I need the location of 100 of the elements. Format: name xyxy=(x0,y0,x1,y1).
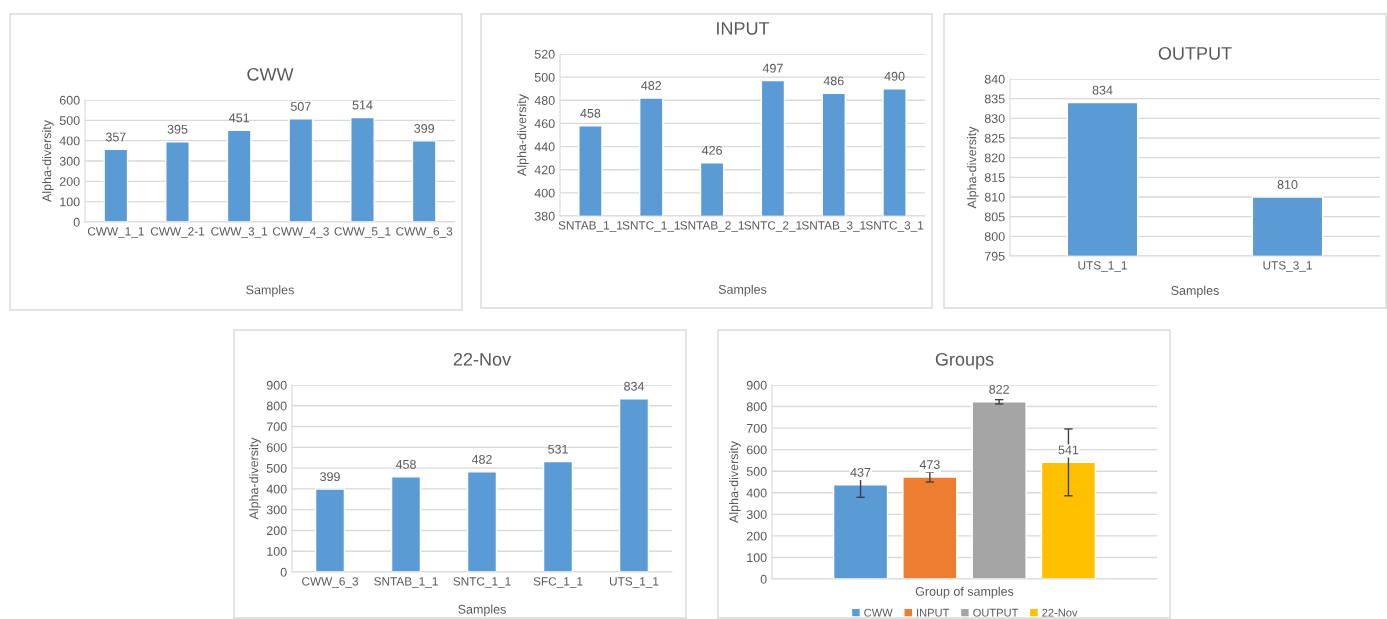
y-tick-label: 200 xyxy=(746,531,767,541)
y-tick-label: 900 xyxy=(746,380,767,390)
bar xyxy=(1040,461,1097,579)
data-label: 399 xyxy=(320,472,340,482)
y-axis-title: Alpha-diversity xyxy=(967,126,979,209)
data-label: 482 xyxy=(471,454,492,464)
data-label: 437 xyxy=(850,467,871,477)
chart-title: 22-Nov xyxy=(453,352,512,366)
bar xyxy=(832,484,889,579)
y-tick-label: 100 xyxy=(60,197,80,207)
y-tick-label: 0 xyxy=(760,574,767,584)
data-label: 482 xyxy=(641,81,662,90)
x-tick-label: CWW_5_1 xyxy=(334,227,391,238)
data-label: 507 xyxy=(290,102,311,111)
y-tick-label: 500 xyxy=(534,72,555,82)
y-tick-label: 440 xyxy=(534,142,555,152)
data-label: 357 xyxy=(105,132,126,142)
bar xyxy=(618,398,650,572)
x-axis-title: Samples xyxy=(246,285,294,297)
data-label: 834 xyxy=(624,381,645,391)
y-tick-label: 805 xyxy=(984,212,1005,222)
data-label: 395 xyxy=(167,124,188,134)
legend-label: CWW xyxy=(864,608,893,617)
y-tick-label: 520 xyxy=(534,49,555,59)
x-tick-label: SNTC_2_1 xyxy=(744,221,802,232)
y-tick-label: 800 xyxy=(984,232,1005,241)
chart-title: OUTPUT xyxy=(1158,46,1232,60)
data-label: 486 xyxy=(823,76,844,86)
y-tick-label: 900 xyxy=(266,380,287,390)
y-tick-label: 600 xyxy=(266,443,287,452)
x-tick-label: CWW_6_3 xyxy=(396,227,453,238)
y-tick-label: 480 xyxy=(534,96,555,105)
y-axis-title: Alpha-diversity xyxy=(517,94,529,176)
bar xyxy=(466,471,498,572)
x-tick-label: UTS_1_1 xyxy=(1078,261,1127,272)
y-tick-label: 800 xyxy=(266,401,287,411)
bar xyxy=(103,148,129,222)
x-tick-label: SNTC_1_1 xyxy=(622,221,680,232)
y-tick-label: 810 xyxy=(984,192,1005,202)
x-tick-label: SNTAB_3_1 xyxy=(801,221,866,232)
y-tick-label: 400 xyxy=(59,136,80,146)
y-tick-label: 0 xyxy=(280,567,287,577)
x-axis-title: Samples xyxy=(1171,285,1219,298)
x-tick-label: UTS_3_1 xyxy=(1263,261,1312,272)
data-label: 426 xyxy=(701,145,722,155)
data-label: 458 xyxy=(395,459,416,469)
data-label: 399 xyxy=(414,123,434,133)
legend-label: 22-Nov xyxy=(1042,608,1078,617)
data-label: 822 xyxy=(989,384,1009,394)
y-tick-label: 800 xyxy=(746,402,767,412)
y-tick-label: 795 xyxy=(984,251,1005,261)
x-tick-label: CWW_2-1 xyxy=(150,227,205,238)
y-tick-label: 300 xyxy=(266,505,287,515)
x-tick-label: CWW_1_1 xyxy=(87,227,144,238)
y-tick-label: 500 xyxy=(266,463,287,473)
chart-title: CWW xyxy=(247,67,294,81)
y-axis-title: Alpha-diversity xyxy=(42,120,54,202)
y-tick-label: 300 xyxy=(59,156,80,166)
y-tick-label: 400 xyxy=(746,488,767,498)
data-label: 531 xyxy=(548,444,568,454)
y-tick-label: 815 xyxy=(984,173,1005,182)
bar xyxy=(226,129,252,222)
y-tick-label: 700 xyxy=(746,423,767,433)
y-axis-title: Alpha-diversity xyxy=(729,441,741,523)
data-label: 810 xyxy=(1277,180,1298,189)
x-axis-title: Samples xyxy=(718,284,767,297)
data-label: 473 xyxy=(919,460,940,470)
y-axis-title: Alpha-diversity xyxy=(249,437,261,520)
bar xyxy=(542,460,574,572)
x-tick-label: SFC_1_1 xyxy=(533,577,583,588)
x-tick-label: CWW_4_3 xyxy=(272,227,329,238)
data-label: 451 xyxy=(229,113,249,123)
y-tick-label: 600 xyxy=(746,445,767,455)
y-tick-label: 835 xyxy=(984,94,1005,104)
y-tick-label: 300 xyxy=(746,510,767,519)
y-tick-label: 820 xyxy=(984,153,1005,163)
bar xyxy=(902,476,958,579)
x-tick-label: SNTC_1_1 xyxy=(453,577,511,588)
chart-title: Groups xyxy=(935,352,994,370)
y-tick-label: 200 xyxy=(59,177,80,186)
bar xyxy=(411,140,437,222)
y-tick-label: 830 xyxy=(984,114,1005,123)
x-axis-title: Samples xyxy=(458,604,506,617)
x-tick-label: SNTAB_1_1 xyxy=(374,577,438,588)
x-axis-title: Group of samples xyxy=(915,586,1014,599)
bar xyxy=(971,401,1027,579)
legend-label: INPUT xyxy=(917,608,950,617)
y-tick-label: 500 xyxy=(59,116,80,125)
y-tick-label: 100 xyxy=(267,547,287,556)
data-label: 490 xyxy=(884,71,905,81)
data-label: 497 xyxy=(762,63,783,73)
legend-label: OUTPUT xyxy=(973,608,1019,617)
bar xyxy=(314,488,346,572)
y-tick-label: 825 xyxy=(984,133,1005,143)
y-tick-label: 600 xyxy=(59,95,80,105)
x-tick-label: SNTC_3_1 xyxy=(865,221,924,232)
y-tick-label: 400 xyxy=(266,484,287,494)
bar xyxy=(350,116,375,222)
y-tick-label: 200 xyxy=(266,526,287,536)
x-tick-label: SNTAB_1_1 xyxy=(558,221,623,232)
